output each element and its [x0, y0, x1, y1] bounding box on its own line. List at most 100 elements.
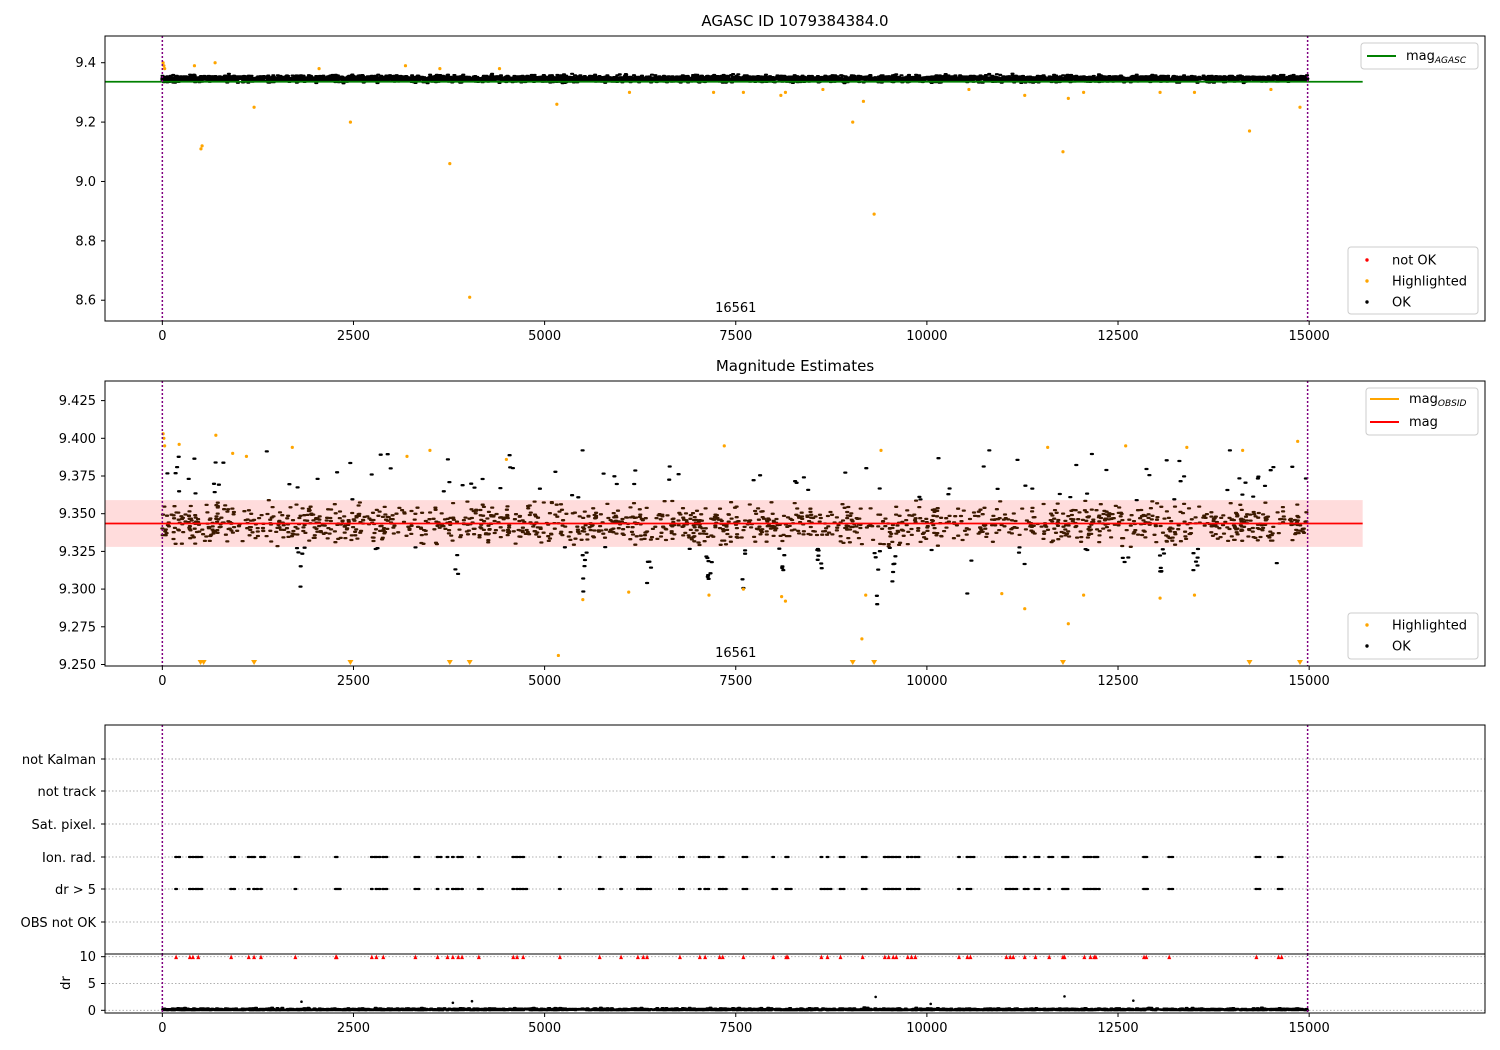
legend-lines-box	[1360, 42, 1479, 70]
y-tick-label: 9.4	[75, 56, 96, 71]
clipped-highlighted-marker	[347, 660, 354, 665]
dr-clipped-marker	[785, 954, 790, 960]
legend-point-swatch	[1365, 623, 1369, 627]
dr-clipped-marker	[882, 954, 887, 960]
legend-point-label: OK	[1392, 640, 1411, 655]
y-tick-label: 8.8	[75, 234, 96, 249]
clipped-highlighted-marker	[466, 660, 473, 665]
highlighted-point	[783, 90, 788, 95]
highlighted-point	[1023, 607, 1027, 611]
legend-point-label: not OK	[1392, 254, 1437, 269]
legend-point-label: Highlighted	[1392, 619, 1467, 634]
highlighted-point	[860, 637, 864, 641]
panel-1-frame	[104, 35, 1486, 322]
x-tick-label: 7500	[719, 329, 752, 344]
highlighted-point	[1046, 445, 1050, 449]
highlighted-point	[1296, 439, 1300, 443]
dr-clipped-marker	[258, 954, 263, 960]
highlighted-point	[555, 102, 559, 106]
dr-clipped-marker	[1062, 954, 1067, 960]
panel-2-frame	[104, 380, 1486, 667]
x-tick-label: 10000	[906, 329, 947, 344]
dr-clipped-marker	[597, 954, 602, 960]
dr-clipped-marker	[190, 954, 195, 960]
dr-clipped-marker	[720, 954, 725, 960]
x-tick-label: 15000	[1288, 329, 1329, 344]
dr-clipped-marker	[913, 954, 918, 960]
dr-clipped-marker	[445, 954, 450, 960]
clipped-highlighted-marker	[251, 660, 258, 665]
dr-clipped-marker	[369, 954, 374, 960]
panel-2-obsid-label: 16561	[715, 646, 756, 661]
highlighted-point	[967, 87, 971, 92]
highlighted-point	[468, 295, 472, 299]
dr-clipped-marker	[1167, 954, 1172, 960]
dr-outlier-point	[874, 995, 877, 999]
dr-clipped-marker	[413, 954, 418, 960]
legend-point-swatch	[1365, 644, 1369, 648]
y-tick-label: 9.350	[59, 507, 96, 522]
dr-outlier-point	[451, 1001, 455, 1005]
dr-clipped-marker	[1022, 954, 1027, 960]
dr-clipped-marker	[905, 954, 910, 960]
x-tick-label: 5000	[528, 329, 561, 344]
legend-point-label: OK	[1392, 296, 1411, 311]
highlighted-point	[403, 64, 408, 68]
y-tick-label: 10	[79, 950, 96, 965]
panel-2-points	[105, 432, 1363, 665]
highlighted-point	[1241, 448, 1245, 452]
dr-clipped-marker	[838, 954, 843, 960]
dr-clipped-marker	[1276, 954, 1281, 960]
flag-row-label: Ion. rad.	[42, 851, 96, 866]
highlighted-point	[581, 598, 585, 602]
highlighted-point	[214, 433, 218, 437]
dr-clipped-marker	[968, 954, 973, 960]
highlighted-point	[1192, 593, 1197, 597]
panel-1-obsid-label: 16561	[715, 301, 756, 316]
x-tick-label: 2500	[337, 674, 370, 689]
highlighted-point	[348, 120, 353, 124]
highlighted-point	[1066, 622, 1070, 626]
clipped-highlighted-marker	[1059, 660, 1066, 665]
x-tick-label: 12500	[1097, 329, 1138, 344]
highlighted-point	[780, 595, 784, 599]
dr-outlier-point	[470, 999, 474, 1003]
highlighted-point	[1082, 90, 1086, 95]
dr-clipped-marker	[635, 954, 640, 960]
panel-1-points	[105, 61, 1363, 299]
y-tick-label: 8.6	[75, 294, 96, 309]
highlighted-point	[707, 593, 711, 597]
panel-flags: not Kalman not track Sat. pixel. Ion. rad. d…	[21, 724, 1486, 955]
y-tick-label: 9.400	[59, 432, 96, 447]
highlighted-point	[448, 162, 452, 166]
x-tick-label: 15000	[1288, 674, 1329, 689]
dr-clipped-marker	[246, 954, 251, 960]
highlighted-point	[428, 448, 432, 452]
highlighted-point	[851, 120, 855, 124]
dr-clipped-marker	[891, 954, 896, 960]
highlighted-point	[779, 93, 783, 97]
highlighted-point	[163, 67, 167, 71]
dr-clipped-marker	[1082, 954, 1087, 960]
x-tick-label: 5000	[528, 674, 561, 689]
highlighted-point	[317, 67, 321, 71]
dr-clipped-marker	[965, 954, 970, 960]
panel-3-flag-rows: not Kalman not track Sat. pixel. Ion. rad. d…	[21, 724, 1486, 955]
highlighted-point	[1158, 90, 1162, 95]
y-tick-label: 9.425	[59, 394, 96, 409]
x-tick-label: 5000	[528, 1021, 561, 1036]
legend-point-swatch	[1365, 258, 1369, 262]
y-tick-label: 0	[88, 1004, 96, 1019]
dr-clipped-marker	[717, 954, 722, 960]
dr-clipped-marker	[293, 954, 298, 960]
dr-clipped-marker	[1008, 954, 1013, 960]
y-tick-label: 9.2	[75, 116, 96, 131]
legend-point-swatch	[1365, 300, 1369, 304]
highlighted-point	[711, 90, 716, 95]
highlighted-point	[1023, 93, 1027, 97]
x-tick-label: 7500	[719, 1021, 752, 1036]
clipped-highlighted-marker	[1246, 660, 1253, 665]
x-tick-label: 2500	[337, 1021, 370, 1036]
highlighted-point	[252, 105, 256, 109]
